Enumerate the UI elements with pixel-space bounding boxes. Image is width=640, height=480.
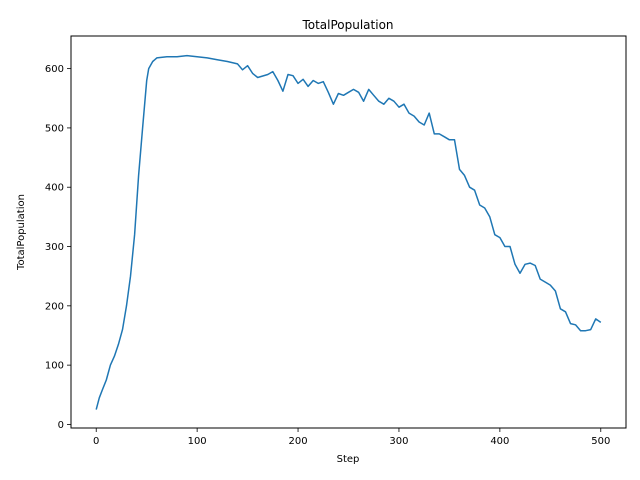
y-tick-label: 400 [45,183,64,194]
x-tick-label: 300 [389,436,408,447]
y-tick-label: 500 [45,123,64,134]
y-tick-label: 200 [45,301,64,312]
y-axis: 0 100 200 300 400 500 600 [45,64,71,431]
y-tick-label: 100 [45,361,64,372]
x-axis-label: Step [337,454,360,465]
plot-area [95,54,602,410]
x-axis: 0 100 200 300 400 500 [93,428,610,447]
x-tick-label: 100 [188,436,207,447]
x-tick-label: 200 [288,436,307,447]
y-tick-label: 300 [45,242,64,253]
x-tick-label: 500 [591,436,610,447]
series-line-0 [95,54,602,410]
y-tick-label: 0 [58,420,64,431]
chart-title: TotalPopulation [301,18,393,32]
axes-frame [70,35,627,429]
y-tick-label: 600 [45,64,64,75]
y-axis-label: TotalPopulation [16,194,27,271]
x-tick-label: 0 [93,436,99,447]
x-tick-label: 400 [490,436,509,447]
